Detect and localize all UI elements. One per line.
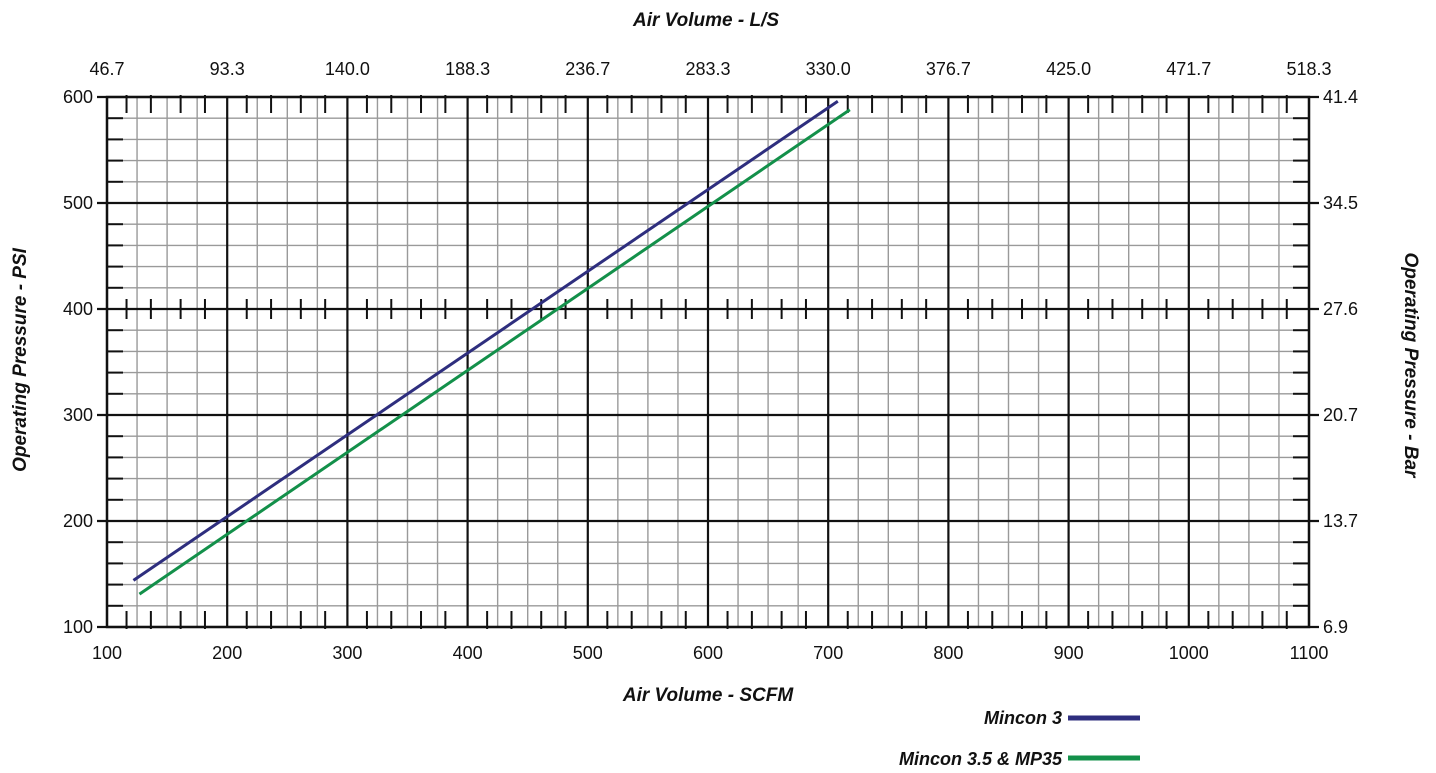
x-bottom-tick-label: 700 bbox=[813, 643, 843, 663]
series-lines bbox=[132, 99, 851, 596]
x-bottom-tick-label: 400 bbox=[453, 643, 483, 663]
y-right-tick-label: 27.6 bbox=[1323, 299, 1358, 319]
x-top-tick-label: 283.3 bbox=[685, 59, 730, 79]
legend-label-mincon-3-5-mp35: Mincon 3.5 & MP35 bbox=[899, 749, 1063, 768]
y-right-tick-label: 6.9 bbox=[1323, 617, 1348, 637]
x-bottom-tick-label: 100 bbox=[92, 643, 122, 663]
legend-label-mincon-3: Mincon 3 bbox=[984, 708, 1062, 728]
y-left-tick-label: 300 bbox=[63, 405, 93, 425]
series-line-1 bbox=[138, 108, 851, 596]
y-left-tick-label: 400 bbox=[63, 299, 93, 319]
legend: Mincon 3 Mincon 3.5 & MP35 bbox=[899, 708, 1140, 769]
y-left-tick-label: 500 bbox=[63, 193, 93, 213]
x-top-tick-label: 425.0 bbox=[1046, 59, 1091, 79]
x-bottom-tick-label: 800 bbox=[933, 643, 963, 663]
series-line-0 bbox=[132, 99, 839, 582]
y-right-tick-label: 20.7 bbox=[1323, 405, 1358, 425]
x-top-tick-label: 140.0 bbox=[325, 59, 370, 79]
grid bbox=[97, 95, 1319, 629]
x-top-tick-label: 376.7 bbox=[926, 59, 971, 79]
x-top-tick-label: 330.0 bbox=[806, 59, 851, 79]
top-axis-title: Air Volume - L/S bbox=[632, 10, 779, 31]
x-bottom-tick-label: 500 bbox=[573, 643, 603, 663]
tick-marks bbox=[107, 95, 1309, 629]
x-top-tick-label: 518.3 bbox=[1286, 59, 1331, 79]
plot-frame bbox=[105, 95, 1311, 629]
y-left-tick-label: 100 bbox=[63, 617, 93, 637]
y-left-tick-label: 200 bbox=[63, 511, 93, 531]
x-bottom-tick-label: 1100 bbox=[1290, 643, 1329, 663]
x-bottom-tick-label: 1000 bbox=[1169, 643, 1209, 663]
x-top-tick-label: 188.3 bbox=[445, 59, 490, 79]
x-bottom-tick-label: 300 bbox=[332, 643, 362, 663]
y-left-tick-label: 600 bbox=[63, 87, 93, 107]
x-top-tick-label: 236.7 bbox=[565, 59, 610, 79]
x-bottom-tick-label: 900 bbox=[1054, 643, 1084, 663]
x-top-tick-label: 93.3 bbox=[210, 59, 245, 79]
x-top-tick-label: 471.7 bbox=[1166, 59, 1211, 79]
y-right-tick-label: 41.4 bbox=[1323, 87, 1358, 107]
y-right-tick-label: 34.5 bbox=[1323, 193, 1358, 213]
x-bottom-tick-label: 200 bbox=[212, 643, 242, 663]
x-bottom-tick-label: 600 bbox=[693, 643, 723, 663]
left-axis-title: Operating Pressure - PSI bbox=[10, 247, 31, 472]
x-top-tick-label: 46.7 bbox=[89, 59, 124, 79]
tick-labels: 100 200 300 400 500 600 700 800 900 1000 1100 46.7 9… bbox=[63, 59, 1358, 663]
right-axis-title: Operating Pressure - Bar bbox=[1400, 253, 1421, 480]
bottom-axis-title: Air Volume - SCFM bbox=[622, 685, 794, 706]
y-right-tick-label: 13.7 bbox=[1323, 511, 1358, 531]
